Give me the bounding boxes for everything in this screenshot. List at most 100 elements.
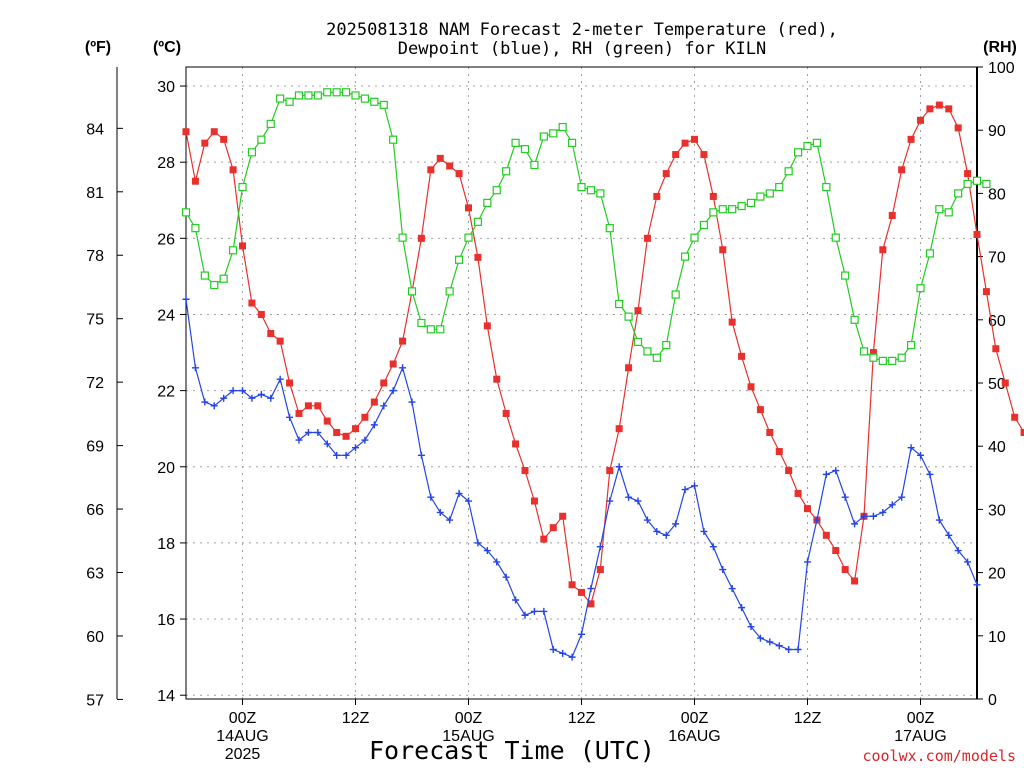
celsius-tick-label: 28 [157,155,175,172]
rh-point [982,179,991,189]
temperature-point [681,139,689,147]
temperature-point [851,577,859,585]
rh-point [483,198,492,207]
temperature-point [389,360,397,368]
rh-tick-label: 10 [988,629,1006,646]
dewpoint-point [408,398,416,406]
dewpoint-point [888,501,896,509]
celsius-tick-label: 26 [157,231,175,248]
rh-point [662,340,671,350]
temperature-point [257,310,265,318]
series-dewpoint [182,295,981,661]
rh-point [276,94,285,103]
x-tick-label: 00Z [681,710,709,727]
celsius-tick-label: 30 [157,79,175,96]
dewpoint-point [248,394,256,402]
x-tick-label: 17AUG [894,728,946,745]
rh-point [426,325,435,334]
fahrenheit-tick-label: 84 [86,121,104,138]
dewpoint-point [869,512,877,520]
rh-point [464,233,473,242]
dewpoint-point [540,607,548,615]
rh-point [520,145,530,154]
dewpoint-point [719,566,727,574]
temperature-point [540,535,548,543]
rh-point [671,290,680,299]
temperature-point [785,467,793,475]
dewpoint-point [182,295,190,303]
x-tick-label: 15AUG [442,728,494,745]
rh-point [793,148,803,157]
rh-point [803,141,812,151]
rh-tick-label: 40 [988,439,1006,456]
rh-point [709,208,718,217]
dewpoint-point [606,497,614,505]
rh-point [916,284,925,293]
dewpoint-point [568,653,576,661]
temperature-point [239,242,246,250]
temperature-point [1011,413,1019,421]
rh-point [445,287,454,296]
dewpoint-point [483,547,491,555]
rh-tick-label: 90 [988,123,1006,140]
rh-point [454,255,464,264]
rh-point [238,182,247,192]
celsius-tick-label: 20 [157,460,175,477]
dewpoint-point [559,649,567,657]
dewpoint-point [700,527,708,535]
temperature-point [926,105,934,113]
celsius-tick-label: 22 [157,384,175,401]
temperature-point [728,318,736,326]
temperature-point [474,253,482,261]
series-rh [181,88,991,365]
temperature-point [436,154,444,162]
temperature-point [907,135,915,143]
x-tick-label: 2025 [225,746,261,763]
celsius-tick-label: 16 [157,612,175,629]
rh-tick-label: 70 [988,250,1006,267]
x-axis-label: Forecast Time (UTC) [369,736,655,765]
dewpoint-point [691,482,698,490]
fahrenheit-tick-label: 81 [86,185,104,202]
rh-point [831,233,840,242]
rh-point [906,340,916,350]
dewpoint-point [549,646,557,654]
temperature-point [220,135,228,143]
dewpoint-point [860,512,868,520]
temperature-point [738,352,746,360]
temperature-point [587,600,595,608]
dewpoint-point [257,390,265,398]
rh-unit-label: (RH) [983,39,1017,56]
rh-point [596,189,605,198]
temperature-point [549,524,557,532]
rh-point [718,205,727,214]
dewpoint-point [954,547,962,555]
x-tick-label: 14AUG [216,728,268,745]
dewpoint-point [436,508,444,516]
temperature-point [832,547,840,555]
dewpoint-point [370,421,378,429]
rh-point [530,160,539,170]
fahrenheit-tick-label: 78 [86,248,104,265]
dewpoint-point [813,516,821,524]
dewpoint-point [775,642,783,650]
rh-point [502,167,511,176]
rh-tick-label: 50 [988,376,1006,393]
temperature-point [719,246,727,254]
dewpoint-point [201,398,209,406]
rh-point [765,189,774,198]
rh-point [360,94,370,103]
rh-point [351,91,360,100]
dewpoint-point [210,402,218,410]
rh-point [558,122,567,132]
rh-point [944,208,953,217]
rh-point [888,356,897,365]
x-tick-label: 16AUG [668,728,720,745]
dewpoint-point [822,470,830,478]
temperature-point [342,432,350,440]
temperature-point [917,116,924,124]
temperature-point [210,128,218,136]
rh-point [407,287,417,296]
